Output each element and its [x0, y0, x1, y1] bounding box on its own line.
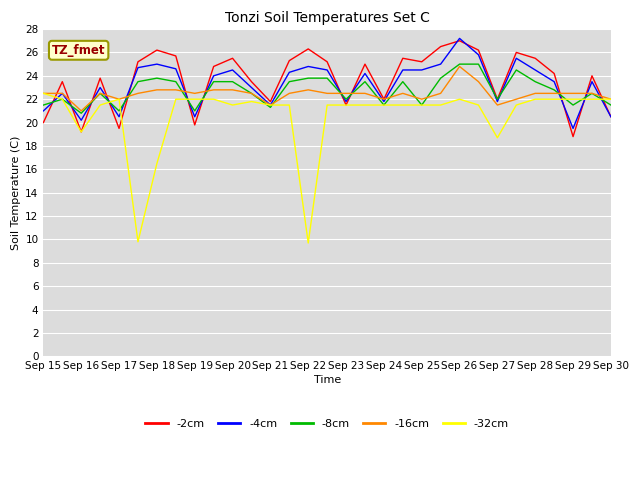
- Title: Tonzi Soil Temperatures Set C: Tonzi Soil Temperatures Set C: [225, 11, 429, 25]
- Legend: -2cm, -4cm, -8cm, -16cm, -32cm: -2cm, -4cm, -8cm, -16cm, -32cm: [141, 414, 513, 433]
- Text: TZ_fmet: TZ_fmet: [52, 44, 106, 57]
- Y-axis label: Soil Temperature (C): Soil Temperature (C): [11, 135, 21, 250]
- X-axis label: Time: Time: [314, 375, 340, 385]
